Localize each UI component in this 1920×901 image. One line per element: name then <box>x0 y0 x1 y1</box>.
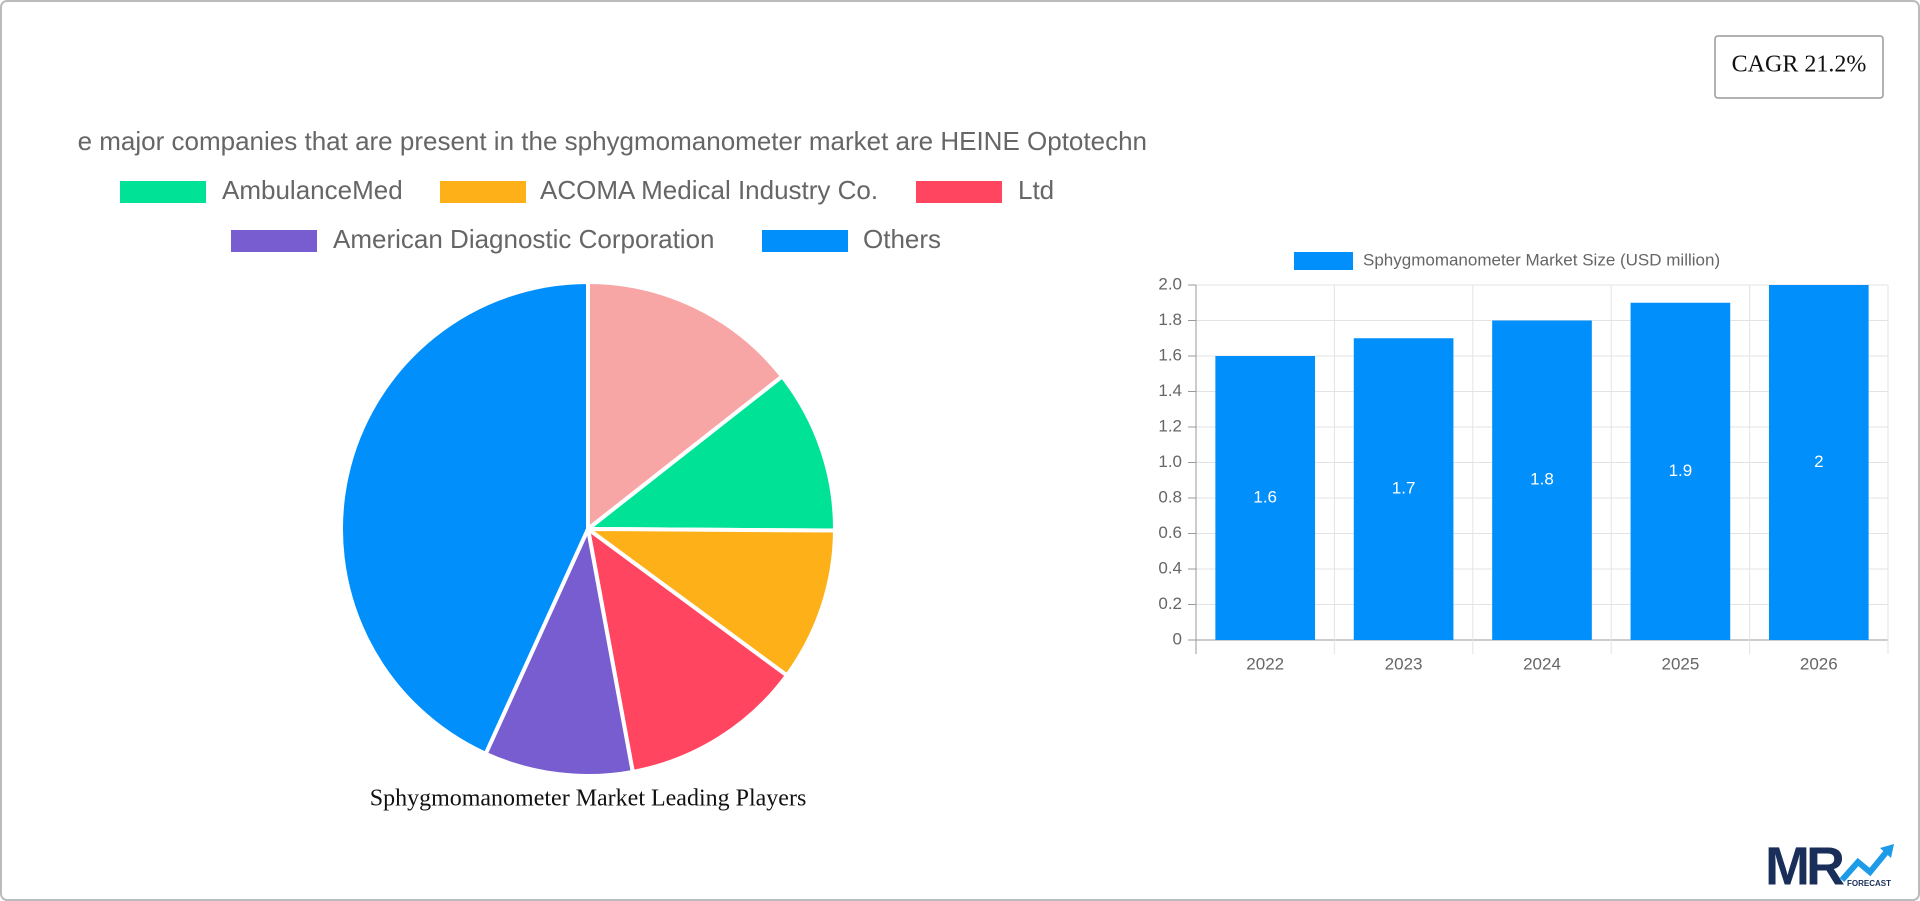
pie-slice <box>581 526 838 679</box>
legend-swatch <box>120 181 206 203</box>
y-tick-label: 0.4 <box>1158 558 1182 577</box>
legend-label: Sphygmomanometer Market Size (USD millio… <box>1363 250 1720 269</box>
y-tick-label: 0.8 <box>1158 487 1182 506</box>
y-tick-label: 0.2 <box>1158 594 1182 613</box>
y-tick-label: 0.6 <box>1158 523 1182 542</box>
bar-chart: 0 0.2 0.4 0.6 0.8 1.0 1.2 1.4 1.6 1.8 2.0 2022 2023 2… <box>1158 250 1889 673</box>
legend-item: e major companies that are present in th… <box>78 126 1147 156</box>
x-tick-label: 2023 <box>1385 654 1423 673</box>
legend-swatch <box>231 230 317 252</box>
legend-label: American Diagnostic Corporation <box>333 224 715 254</box>
data-label: 1.7 <box>1392 479 1416 498</box>
y-tick-label: 2.0 <box>1158 274 1182 293</box>
bar <box>1492 320 1592 640</box>
pie-slice <box>582 373 837 533</box>
legend-label: e major companies that are present in th… <box>78 126 1147 156</box>
legend-swatch <box>440 181 526 203</box>
pie-chart: e major companies that are present in th… <box>78 126 1147 778</box>
legend-label: AmbulanceMed <box>222 175 403 205</box>
cagr-box <box>1714 35 1884 99</box>
x-tick-label: 2022 <box>1246 654 1284 673</box>
y-tick-label: 1.0 <box>1158 452 1182 471</box>
legend-label: Ltd <box>1018 175 1054 205</box>
pie-slice <box>482 522 636 778</box>
pie-slice <box>586 279 786 534</box>
data-label: 1.9 <box>1669 461 1693 480</box>
pie-slice <box>585 524 790 775</box>
legend-label: ACOMA Medical Industry Co. <box>540 175 878 205</box>
logo-mark: MR <box>1765 836 1844 896</box>
logo-arrowhead <box>1880 844 1894 858</box>
data-label: 1.6 <box>1253 487 1277 506</box>
data-label: 1.8 <box>1530 470 1554 489</box>
logo-arrow <box>1839 848 1891 882</box>
x-tick-label: 2025 <box>1661 654 1699 673</box>
logo-sub: FORECAST <box>1847 879 1891 888</box>
data-label: 2 <box>1814 452 1823 471</box>
y-tick-label: 1.2 <box>1158 416 1182 435</box>
logo: MR FORECAST <box>1765 836 1894 896</box>
bar <box>1630 302 1731 640</box>
y-tick-label: 1.6 <box>1158 345 1182 364</box>
pie-slice <box>339 279 590 757</box>
x-tick-label: 2024 <box>1523 654 1561 673</box>
x-tick-label: 2026 <box>1800 654 1838 673</box>
bar <box>1353 338 1454 640</box>
y-tick-label: 1.4 <box>1158 381 1182 400</box>
bar <box>1215 356 1316 640</box>
pie-title: Sphygmomanometer Market Leading Players <box>370 786 807 812</box>
y-tick-label: 0 <box>1173 629 1182 648</box>
legend-label: Others <box>863 224 941 254</box>
legend-swatch <box>1294 252 1353 270</box>
legend-swatch <box>762 230 848 252</box>
legend-swatch <box>916 181 1002 203</box>
y-tick-label: 1.8 <box>1158 310 1182 329</box>
bar <box>1768 285 1869 640</box>
cagr: CAGR 21.2% <box>1732 52 1867 78</box>
